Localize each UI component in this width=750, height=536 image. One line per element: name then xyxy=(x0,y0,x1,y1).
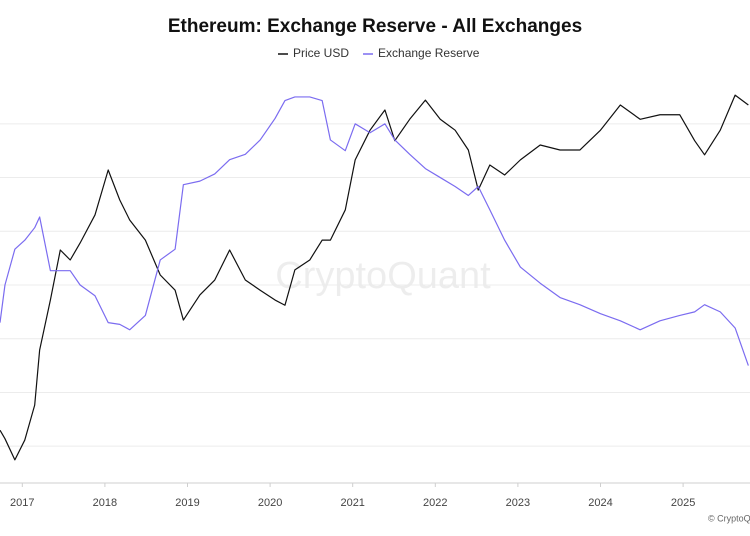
series-line xyxy=(0,96,749,366)
chart-title: Ethereum: Exchange Reserve - All Exchang… xyxy=(168,16,582,37)
legend-label: Price USD xyxy=(293,46,349,60)
watermark: CryptoQuant xyxy=(275,255,491,297)
x-tick-label: 2017 xyxy=(10,497,34,509)
credit: © CryptoQuant xyxy=(708,513,750,523)
x-tick-label: 2020 xyxy=(258,497,282,509)
x-tick-label: 2023 xyxy=(506,497,530,509)
series-line xyxy=(0,94,749,461)
x-tick-label: 2021 xyxy=(340,497,364,509)
x-tick-label: 2022 xyxy=(423,497,447,509)
x-tick-label: 2019 xyxy=(175,497,199,509)
x-tick-label: 2024 xyxy=(588,497,612,509)
legend-label: Exchange Reserve xyxy=(378,46,480,60)
x-tick-label: 2018 xyxy=(93,497,117,509)
x-tick-label: 2025 xyxy=(671,497,695,509)
